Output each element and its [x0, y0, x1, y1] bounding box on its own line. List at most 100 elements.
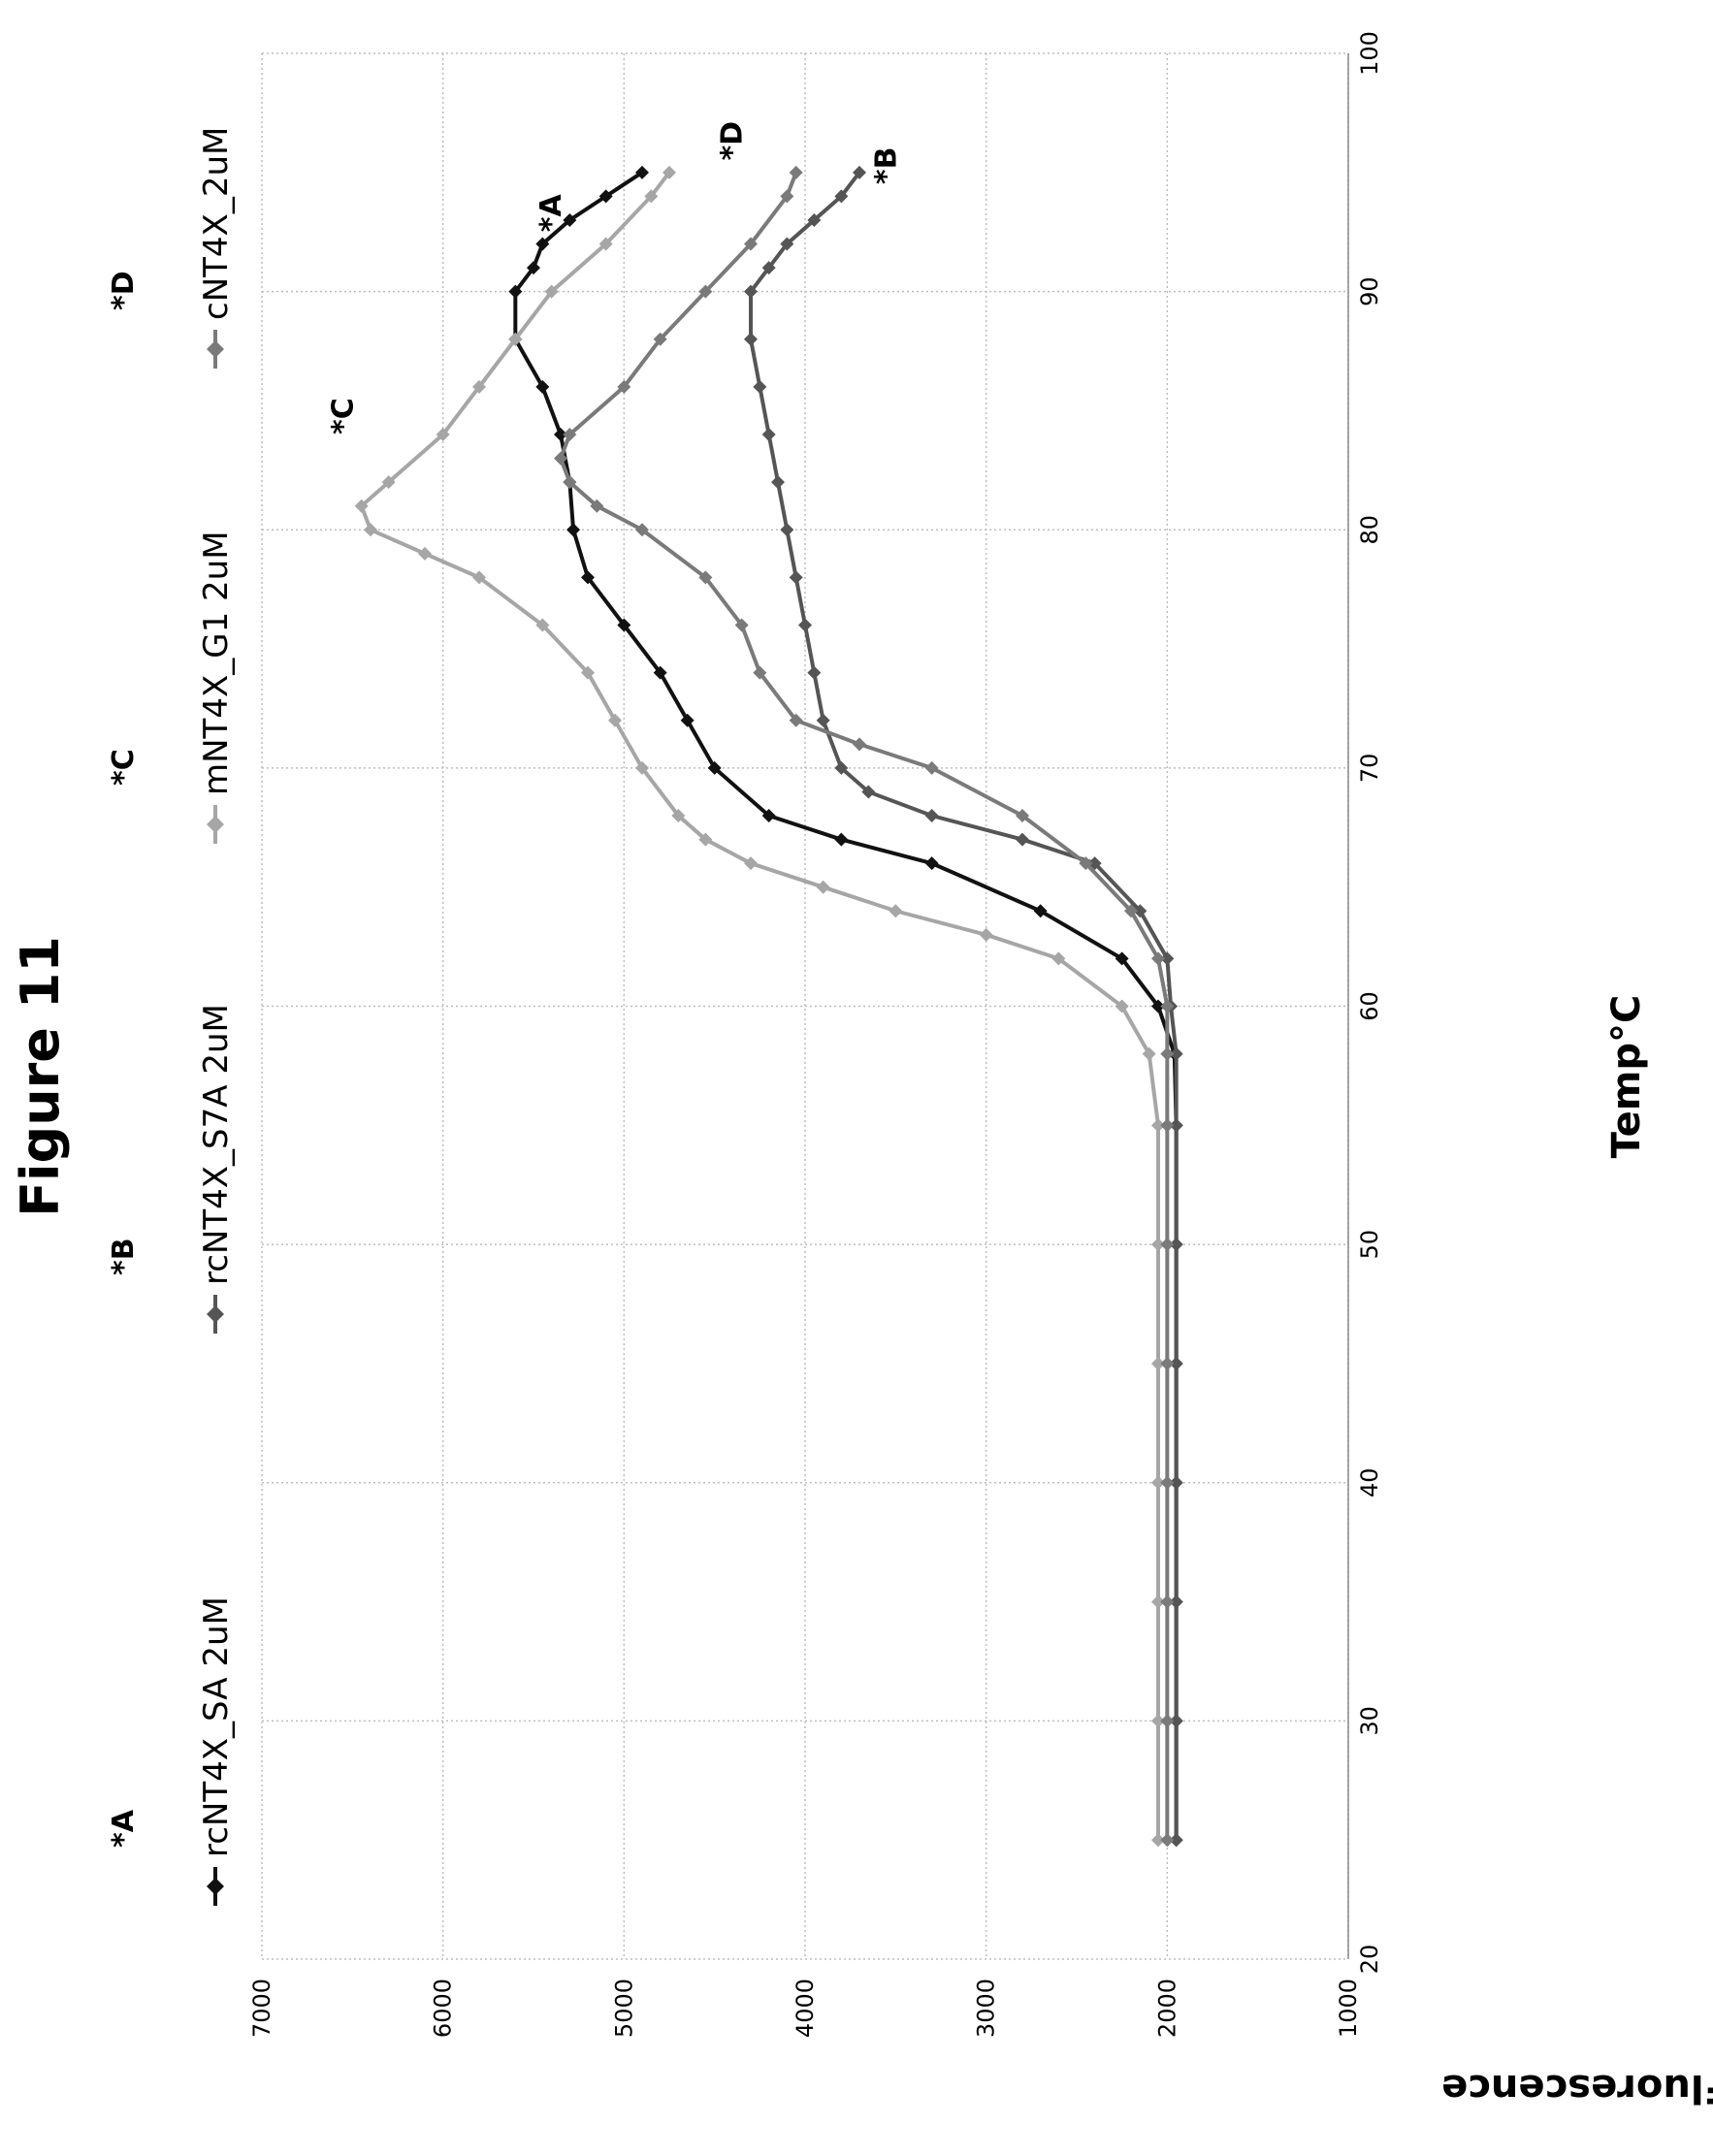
y-tick-group: 3000 — [973, 1979, 1000, 2038]
x-tick-label: 50 — [1356, 1230, 1383, 1260]
data-point — [924, 856, 939, 871]
x-tick-label: 30 — [1356, 1706, 1383, 1736]
y-tick-label: 7000 — [248, 1979, 275, 2038]
legend-annotation-group: *B — [107, 1238, 141, 1275]
data-point — [1033, 904, 1048, 918]
x-tick-group: 90 — [1356, 276, 1383, 306]
data-point — [853, 165, 866, 179]
y-tick-group: 4000 — [792, 1979, 819, 2038]
curve-annotation: *B — [869, 147, 903, 185]
data-point — [663, 165, 676, 179]
x-tick-group: 70 — [1356, 754, 1383, 784]
data-point — [834, 189, 849, 204]
data-point — [1169, 1356, 1183, 1370]
data-point — [780, 523, 794, 537]
data-point — [1016, 832, 1029, 847]
data-point — [924, 809, 939, 822]
data-point — [635, 760, 649, 775]
data-point — [1151, 1238, 1165, 1252]
data-point — [508, 284, 523, 299]
data-point — [581, 665, 595, 680]
data-point — [354, 499, 369, 513]
y-tick-group: 6000 — [430, 1979, 457, 2038]
x-tick-label: 40 — [1356, 1467, 1383, 1497]
tick-labels: 20 30 40 50 60 70 80 90 100 1000 2000 3000 4000 5000 6… — [248, 31, 1383, 2038]
data-point — [1151, 1833, 1165, 1848]
data-point — [744, 284, 758, 299]
data-point — [598, 237, 613, 251]
data-point — [436, 428, 450, 441]
data-point — [563, 212, 577, 227]
legend-item: cNT4X_2uM — [197, 127, 236, 320]
data-point — [1169, 1118, 1183, 1133]
data-point — [861, 785, 876, 799]
data-point — [1160, 951, 1175, 966]
curve-annotation: *A — [534, 194, 568, 233]
data-point — [635, 523, 649, 537]
legend-label: rcNT4X_SA 2uM — [197, 1596, 236, 1857]
x-tick-group: 50 — [1356, 1230, 1383, 1260]
y-tick-group: 1000 — [1335, 1979, 1362, 2038]
data-point — [418, 546, 432, 561]
data-point — [653, 665, 667, 680]
x-tick-label: 100 — [1356, 31, 1383, 76]
data-point — [1160, 1238, 1175, 1252]
series-line — [359, 171, 1160, 1841]
data-point — [753, 379, 767, 394]
data-point — [771, 475, 785, 490]
data-point — [789, 713, 803, 727]
x-tick-label: 70 — [1356, 754, 1383, 784]
data-point — [381, 475, 396, 490]
x-tick-group: 30 — [1356, 1706, 1383, 1736]
data-point — [1160, 999, 1175, 1014]
legend-label: cNT4X_2uM — [197, 127, 236, 320]
data-point — [566, 523, 581, 537]
y-tick-label: 4000 — [792, 1979, 819, 2038]
data-point — [1151, 1475, 1165, 1490]
data-point — [979, 927, 993, 942]
legend-annotation-group: *D — [107, 271, 141, 310]
legend: rcNT4X_SA 2uM *A rcNT4X_S7A 2uM *B mNT4X_G1 … — [107, 127, 236, 1906]
data-point — [563, 475, 577, 490]
y-tick-label: 1000 — [1335, 1979, 1362, 2038]
data-point — [1169, 1833, 1183, 1848]
data-point — [1169, 1046, 1183, 1061]
data-point — [1115, 951, 1129, 966]
data-point — [1079, 856, 1093, 871]
legend-annotation-group: *C — [107, 749, 141, 786]
data-point — [1133, 904, 1147, 918]
y-tick-label: 6000 — [430, 1979, 457, 2038]
data-point — [780, 237, 794, 251]
data-point — [698, 284, 713, 299]
data-point — [1124, 904, 1138, 918]
x-tick-label: 60 — [1356, 991, 1383, 1021]
legend-label: rcNT4X_S7A 2uM — [197, 1004, 236, 1285]
legend-annotation-group: *A — [107, 1809, 141, 1848]
data-point — [1142, 1046, 1156, 1061]
data-point — [680, 713, 695, 727]
data-point — [807, 665, 822, 680]
x-tick-group: 60 — [1356, 991, 1383, 1021]
data-point — [761, 809, 776, 822]
data-point — [653, 332, 667, 346]
data-point — [527, 261, 540, 275]
curve-annotation-group: *A — [534, 194, 568, 233]
data-point — [554, 428, 567, 441]
y-tick-group: 7000 — [248, 1979, 275, 2038]
data-point — [1160, 1475, 1175, 1490]
data-point — [1169, 1238, 1183, 1252]
series-line — [558, 172, 1170, 1841]
data-point — [1151, 951, 1165, 966]
gridlines — [261, 52, 1349, 1960]
data-point — [798, 618, 812, 632]
x-tick-group: 20 — [1356, 1945, 1383, 1975]
data-point — [644, 189, 659, 204]
data-point — [816, 880, 830, 894]
data-point — [744, 856, 758, 871]
data-point — [1151, 1118, 1165, 1133]
data-point — [1160, 1714, 1175, 1728]
legend-annotation: *B — [107, 1238, 141, 1275]
data-point — [744, 237, 758, 251]
y-tick-group: 5000 — [610, 1979, 637, 2038]
legend-swatch-marker — [207, 1878, 224, 1895]
